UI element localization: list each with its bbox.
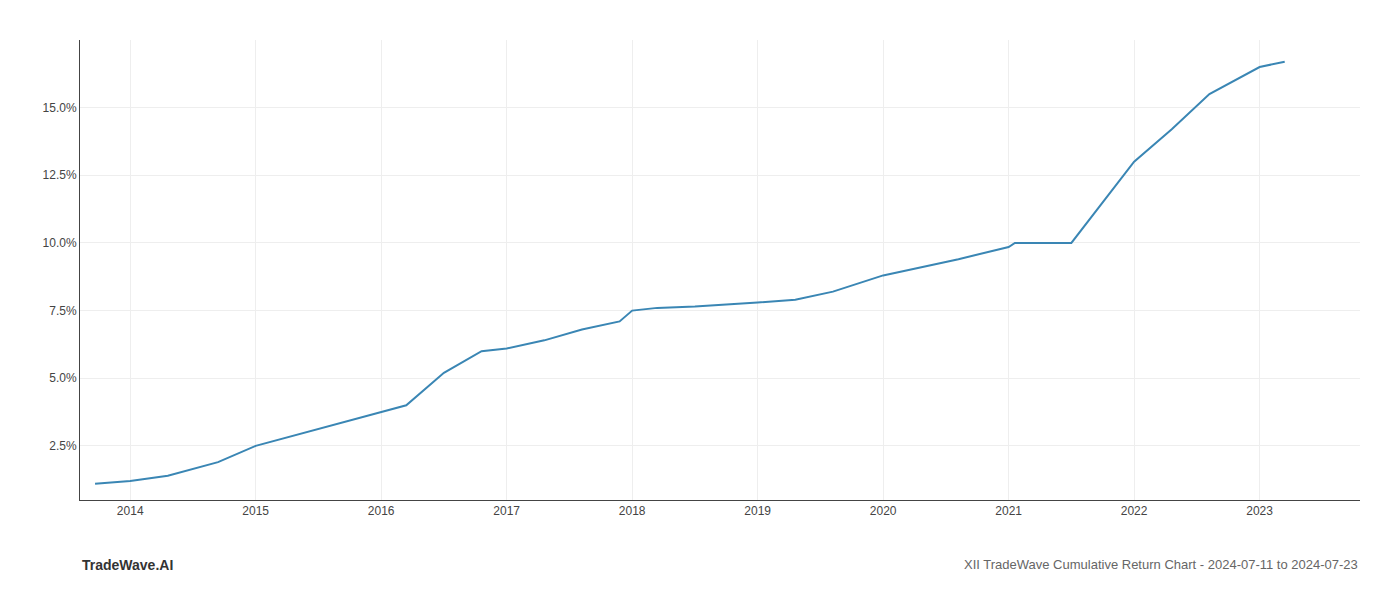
svg-text:2018: 2018 <box>619 504 646 518</box>
svg-text:2020: 2020 <box>870 504 897 518</box>
svg-text:TradeWave.AI: TradeWave.AI <box>82 557 173 573</box>
svg-text:2016: 2016 <box>368 504 395 518</box>
svg-text:2022: 2022 <box>1121 504 1148 518</box>
svg-text:12.5%: 12.5% <box>43 168 77 182</box>
svg-text:XII TradeWave Cumulative Retur: XII TradeWave Cumulative Return Chart - … <box>964 557 1358 572</box>
svg-text:2021: 2021 <box>995 504 1022 518</box>
svg-text:2.5%: 2.5% <box>49 439 77 453</box>
svg-text:2017: 2017 <box>493 504 520 518</box>
svg-text:2015: 2015 <box>242 504 269 518</box>
svg-text:2023: 2023 <box>1246 504 1273 518</box>
svg-text:15.0%: 15.0% <box>43 101 77 115</box>
svg-text:2014: 2014 <box>117 504 144 518</box>
svg-text:10.0%: 10.0% <box>43 236 77 250</box>
svg-text:2019: 2019 <box>744 504 771 518</box>
svg-text:5.0%: 5.0% <box>49 371 77 385</box>
svg-text:7.5%: 7.5% <box>49 304 77 318</box>
